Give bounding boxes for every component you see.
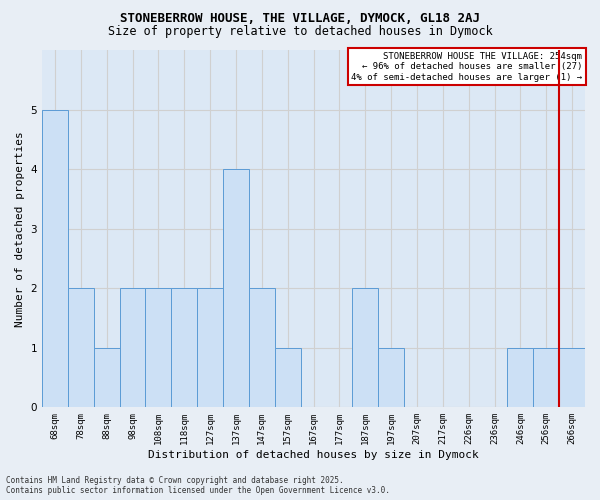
- Bar: [42, 110, 68, 408]
- Bar: [223, 169, 249, 408]
- Bar: [378, 348, 404, 408]
- Bar: [249, 288, 275, 408]
- Bar: [197, 288, 223, 408]
- Bar: [119, 288, 145, 408]
- X-axis label: Distribution of detached houses by size in Dymock: Distribution of detached houses by size …: [148, 450, 479, 460]
- Bar: [68, 288, 94, 408]
- Bar: [559, 348, 585, 408]
- Bar: [275, 348, 301, 408]
- Bar: [352, 288, 378, 408]
- Bar: [533, 348, 559, 408]
- Bar: [508, 348, 533, 408]
- Bar: [172, 288, 197, 408]
- Bar: [145, 288, 172, 408]
- Text: STONEBERROW HOUSE, THE VILLAGE, DYMOCK, GL18 2AJ: STONEBERROW HOUSE, THE VILLAGE, DYMOCK, …: [120, 12, 480, 26]
- Text: STONEBERROW HOUSE THE VILLAGE: 254sqm
← 96% of detached houses are smaller (27)
: STONEBERROW HOUSE THE VILLAGE: 254sqm ← …: [351, 52, 582, 82]
- Text: Contains HM Land Registry data © Crown copyright and database right 2025.
Contai: Contains HM Land Registry data © Crown c…: [6, 476, 390, 495]
- Y-axis label: Number of detached properties: Number of detached properties: [15, 131, 25, 326]
- Bar: [94, 348, 119, 408]
- Text: Size of property relative to detached houses in Dymock: Size of property relative to detached ho…: [107, 25, 493, 38]
